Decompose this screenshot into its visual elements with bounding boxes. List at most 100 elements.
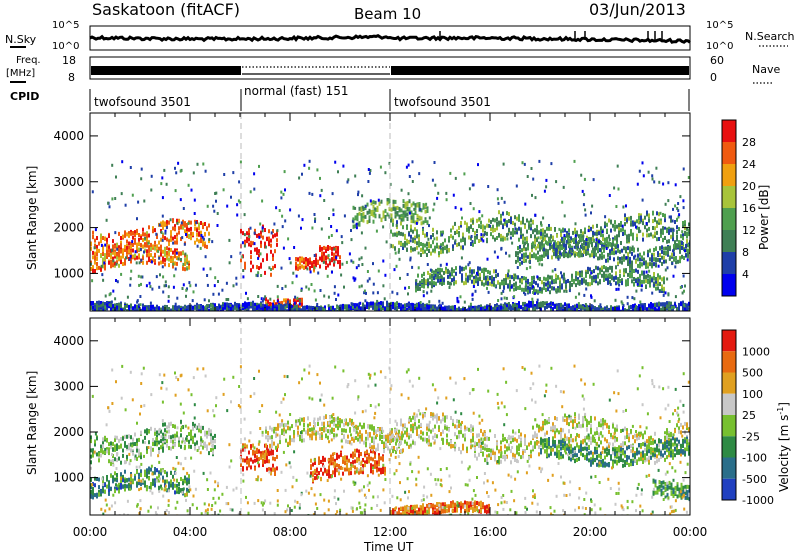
power-data-cell-3493 (502, 309, 504, 311)
power-data-cell-783 (366, 220, 369, 225)
power-data-cell-106 (138, 233, 140, 237)
power-data-cell-1072 (460, 238, 462, 243)
power-data-cell-1720 (471, 273, 473, 278)
power-data-cell-3616 (560, 305, 562, 310)
power-data-cell-3213 (382, 301, 384, 306)
power-data-cell-1691 (453, 281, 455, 286)
power-data-cell-1336 (578, 234, 580, 239)
power-data-cell-2626 (118, 307, 120, 311)
power-data-cell-3341 (438, 311, 440, 315)
power-data-cell-3740 (614, 312, 616, 316)
power-data-cell-1407 (608, 218, 610, 223)
power-data-cell-1690 (453, 269, 455, 274)
power-data-cell-2464 (651, 254, 653, 259)
power-data-cell-2401 (621, 260, 623, 265)
power-data-cell-395 (154, 259, 156, 263)
power-data-cell-4732 (555, 290, 558, 294)
power-data-cell-4355 (460, 256, 463, 260)
power-data-cell-1772 (491, 279, 493, 284)
power-data-cell-1824 (515, 286, 517, 291)
power-data-cell-2178 (523, 244, 525, 249)
power-data-cell-1638 (431, 278, 433, 283)
power-data-cell-1213 (526, 218, 528, 223)
power-data-cell-1695 (459, 269, 461, 274)
power-data-cell-3952 (558, 227, 561, 231)
power-data-cell-1988 (589, 267, 591, 272)
power-data-cell-626 (297, 298, 299, 302)
power-data-cell-4796 (393, 268, 396, 272)
power-data-cell-947 (400, 221, 402, 226)
power-data-cell-1508 (654, 216, 656, 221)
power-data-cell-1333 (576, 232, 578, 237)
power-data-cell-4388 (185, 288, 188, 292)
power-data-cell-1701 (461, 266, 463, 271)
power-data-cell-1659 (439, 271, 441, 276)
power-data-cell-4775 (161, 176, 164, 180)
power-data-cell-1018 (430, 244, 432, 249)
power-data-cell-3973 (363, 291, 366, 295)
power-data-cell-2199 (531, 254, 533, 259)
power-data-cell-4164 (533, 289, 536, 293)
power-data-cell-2753 (178, 308, 180, 311)
power-data-cell-4344 (487, 309, 489, 311)
power-data-cell-3037 (306, 309, 308, 311)
power-data-cell-3965 (506, 237, 509, 241)
power-data-cell-3738 (612, 307, 614, 311)
power-data-cell-1186 (516, 230, 518, 235)
power-data-cell-1439 (622, 227, 624, 232)
power-data-cell-4326 (149, 285, 152, 289)
power-data-cell-282 (102, 252, 104, 256)
power-data-cell-3594 (550, 306, 552, 311)
freq-bar-seg3 (391, 66, 689, 75)
power-data-cell-2267 (561, 236, 563, 241)
power-data-cell-3436 (480, 304, 482, 309)
power-data-cell-216 (190, 236, 192, 241)
power-data-cell-4291 (653, 180, 656, 184)
power-data-cell-674 (327, 245, 329, 249)
power-data-cell-2961 (272, 307, 274, 311)
power-data-cell-4391 (486, 240, 488, 244)
power-data-cell-378 (146, 243, 148, 248)
power-data-cell-3013 (294, 304, 296, 309)
frequency-panel: Freq. [MHz] 18 8 60 0 Nave (6, 54, 780, 84)
power-data-cell-702 (339, 264, 341, 269)
power-data-cell-4616 (651, 174, 654, 178)
power-ytick-label-1: 2000 (53, 221, 84, 235)
power-data-cell-1764 (489, 281, 491, 286)
power-data-cell-4697 (162, 290, 165, 294)
power-data-cell-2650 (130, 309, 132, 311)
power-data-cell-1558 (676, 217, 678, 222)
power-data-cell-1728 (475, 279, 477, 284)
power-data-cell-3412 (468, 311, 470, 315)
power-data-cell-3347 (440, 311, 442, 315)
power-data-cell-237 (200, 236, 202, 241)
power-data-cell-970 (410, 248, 412, 253)
power-data-cell-4686 (129, 283, 132, 287)
power-data-cell-4285 (225, 298, 228, 301)
power-data-cell-4280 (664, 202, 667, 206)
power-data-cell-779 (364, 214, 367, 219)
power-data-cell-3496 (504, 305, 506, 310)
power-data-cell-2353 (597, 247, 599, 252)
power-data-cell-988 (416, 229, 418, 234)
power-data-cell-4446 (246, 297, 249, 301)
power-data-cell-421 (166, 256, 168, 261)
power-data-cell-2203 (533, 254, 535, 259)
power-data-cell-465 (184, 267, 186, 272)
power-data-cell-1694 (455, 271, 457, 276)
power-data-cell-2312 (581, 253, 583, 258)
power-data-cell-1461 (630, 222, 632, 227)
power-data-cell-1365 (590, 237, 592, 242)
power-data-cell-3949 (536, 275, 539, 279)
power-data-cell-169 (170, 237, 172, 242)
power-data-cell-3932 (508, 254, 511, 258)
power-data-cell-1000 (422, 246, 424, 251)
power-data-cell-881 (410, 219, 413, 224)
power-data-cell-4201 (355, 266, 358, 270)
power-data-cell-4542 (651, 177, 654, 181)
power-data-cell-1799 (505, 274, 507, 278)
power-data-cell-2646 (128, 305, 130, 309)
power-data-cell-2542 (685, 253, 687, 258)
power-data-cell-3969 (241, 255, 244, 259)
power-data-cell-193 (182, 219, 184, 224)
